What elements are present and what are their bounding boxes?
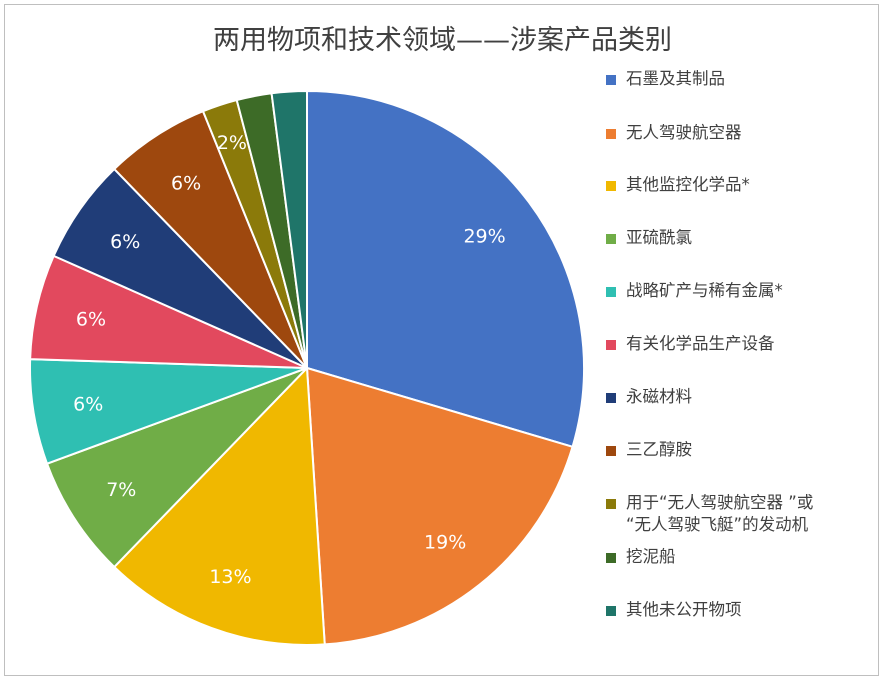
legend-label: 石墨及其制品 xyxy=(626,69,725,88)
pie-data-label-9: 2% xyxy=(217,132,247,154)
pie-data-label-8: 6% xyxy=(171,172,201,194)
legend-swatch xyxy=(606,393,616,403)
legend-label: 亚硫酰氯 xyxy=(626,228,692,247)
legend-label: 挖泥船 xyxy=(626,547,676,566)
pie-slice-1 xyxy=(306,89,585,449)
legend-swatch xyxy=(606,553,616,563)
legend-label: 三乙醇胺 xyxy=(626,440,692,459)
pie-data-labels: 29% 19% 13% 7% 6% 6% 6% 6% 2% xyxy=(73,132,506,588)
pie-slice-4 xyxy=(45,367,308,569)
legend-label: 用于“无人驾驶航空器 ”或 “无人驾驶飞艇”的发动机 xyxy=(626,493,814,534)
pie-data-label-6: 6% xyxy=(76,309,106,331)
pie-slice-11 xyxy=(270,89,308,369)
legend-swatch xyxy=(606,287,616,297)
chart-title: 两用物项和技术领域——涉案产品类别 xyxy=(213,25,672,56)
legend-label: 战略矿产与稀有金属* xyxy=(626,281,783,300)
legend-swatch xyxy=(606,606,616,616)
legend-swatch xyxy=(606,499,616,509)
pie-data-label-4: 7% xyxy=(106,479,136,501)
pie-data-label-1: 29% xyxy=(463,225,505,247)
pie-data-label-7: 6% xyxy=(110,231,140,253)
pie-data-label-5: 6% xyxy=(73,393,103,415)
pie-slices xyxy=(29,89,585,646)
legend-label: 永磁材料 xyxy=(626,387,692,406)
legend-label: 无人驾驶航空器 xyxy=(626,123,742,142)
legend-swatch xyxy=(606,340,616,350)
legend-label: 其他未公开物项 xyxy=(626,600,742,619)
legend-swatch xyxy=(606,446,616,456)
legend-swatch xyxy=(606,129,616,139)
legend-label: 有关化学品生产设备 xyxy=(626,334,775,353)
pie-data-label-3: 13% xyxy=(209,566,251,588)
legend-swatch xyxy=(606,181,616,191)
pie-slice-2 xyxy=(305,366,574,646)
legend-swatch xyxy=(606,234,616,244)
legend-label: 其他监控化学品* xyxy=(626,175,750,194)
pie-data-label-2: 19% xyxy=(424,531,466,553)
pie-slice-3 xyxy=(112,365,326,646)
legend-swatch xyxy=(606,75,616,85)
